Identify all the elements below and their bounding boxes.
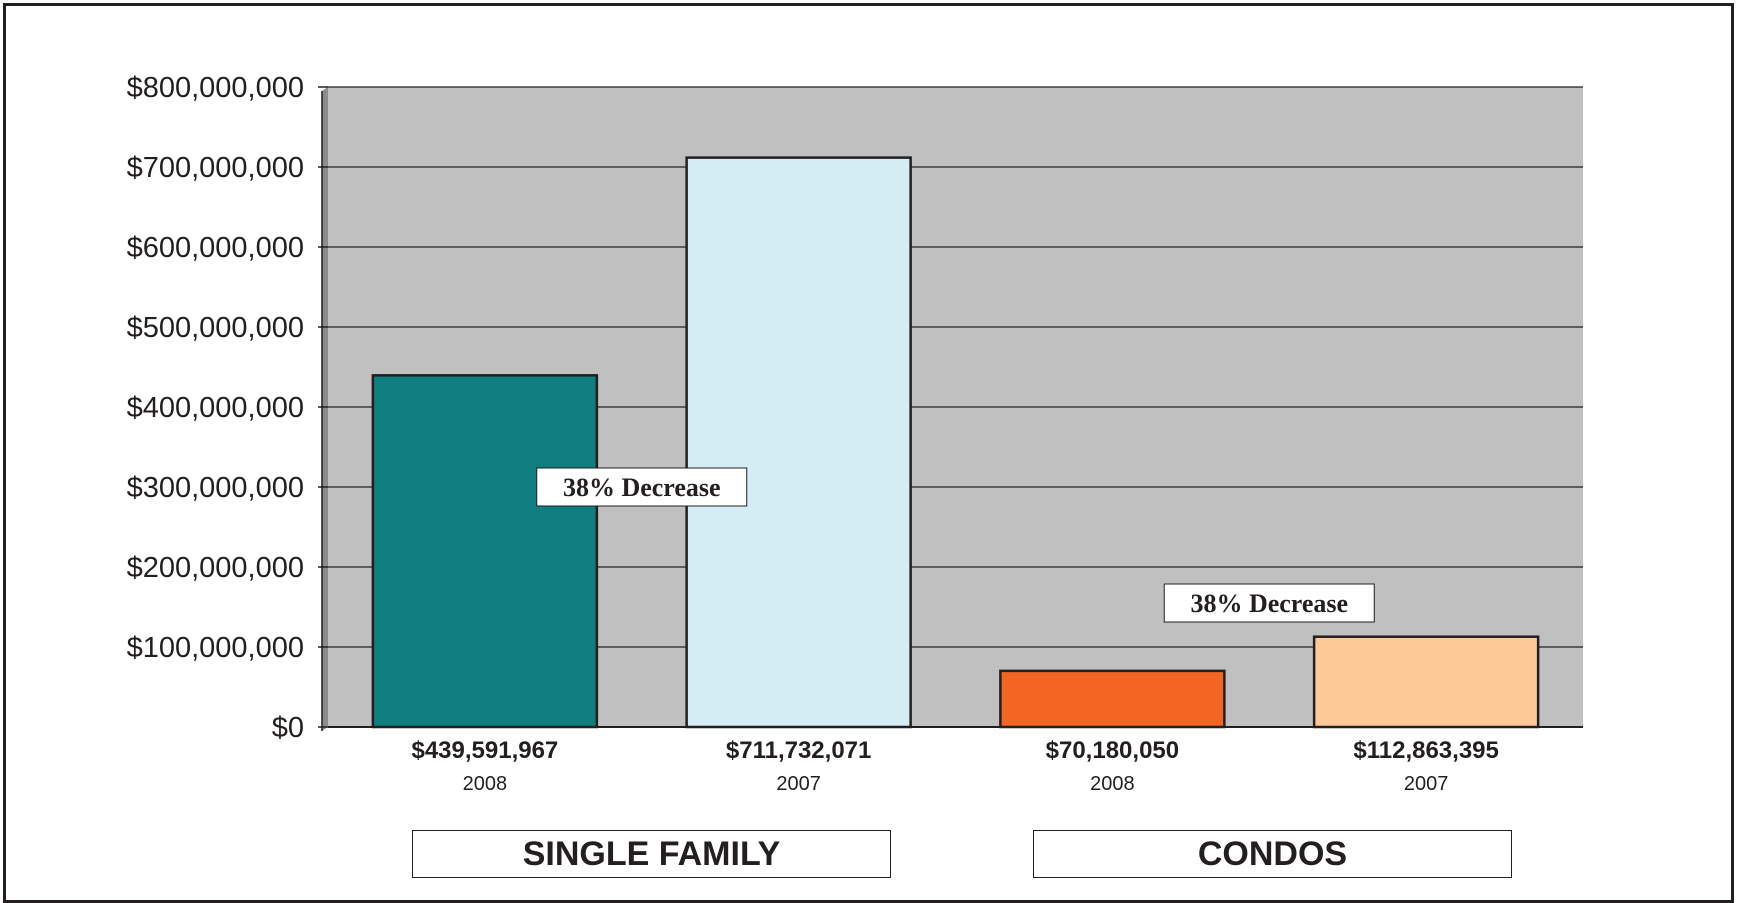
- annotation-box: [536, 467, 748, 507]
- bar-value-label: $112,863,395: [1353, 737, 1499, 764]
- bar: [685, 156, 912, 729]
- bar: [999, 669, 1226, 729]
- y-tick-label: $700,000,000: [127, 152, 304, 184]
- y-tick-label: $100,000,000: [127, 632, 304, 664]
- bar-value-label: $711,732,071: [726, 737, 872, 764]
- bar: [371, 374, 599, 729]
- y-tick-label: $500,000,000: [127, 312, 304, 344]
- group-label-condos: CONDOS: [1033, 830, 1512, 878]
- annotation-text: 38% Decrease: [563, 473, 721, 502]
- annotation-text: 38% Decrease: [1190, 589, 1348, 618]
- y-tick-label: $200,000,000: [127, 552, 304, 584]
- y-tick-label: $300,000,000: [127, 472, 304, 504]
- bar-value-label: $439,591,967: [411, 737, 558, 764]
- y-tick-label: $600,000,000: [127, 232, 304, 264]
- group-label-single-family: SINGLE FAMILY: [412, 830, 891, 878]
- annotation-box: [1163, 583, 1375, 623]
- y-tick-label: $400,000,000: [127, 392, 304, 424]
- bar-year-label: 2007: [1404, 773, 1449, 795]
- bar-value-label: $70,180,050: [1046, 737, 1179, 764]
- y-tick-label: $0: [272, 712, 304, 744]
- bar: [1312, 635, 1540, 729]
- y-tick-label: $800,000,000: [127, 72, 304, 104]
- bar-year-label: 2008: [1090, 773, 1135, 795]
- plot-side-wall: [322, 87, 328, 731]
- bar-year-label: 2008: [463, 773, 508, 795]
- bar-year-label: 2007: [776, 773, 821, 795]
